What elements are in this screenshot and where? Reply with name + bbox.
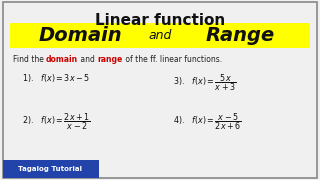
Text: 3).   $f(x) = \dfrac{5x}{x+3}$: 3). $f(x) = \dfrac{5x}{x+3}$ <box>173 72 236 93</box>
Text: of the ff. linear functions.: of the ff. linear functions. <box>123 55 222 64</box>
Text: range: range <box>97 55 123 64</box>
FancyBboxPatch shape <box>10 23 310 48</box>
Text: Linear function: Linear function <box>95 13 225 28</box>
Text: Tagalog Tutorial: Tagalog Tutorial <box>18 166 82 172</box>
Text: Domain: Domain <box>38 26 122 45</box>
Text: domain: domain <box>46 55 78 64</box>
Text: 4).   $f(x) = \dfrac{x-5}{2x+6}$: 4). $f(x) = \dfrac{x-5}{2x+6}$ <box>173 112 242 132</box>
Text: Find the: Find the <box>13 55 46 64</box>
Text: and: and <box>78 55 97 64</box>
Text: and: and <box>148 29 172 42</box>
Text: Range: Range <box>205 26 275 45</box>
Text: 1).   $f(x) = 3x - 5$: 1). $f(x) = 3x - 5$ <box>22 72 91 84</box>
Text: 2).   $f(x) = \dfrac{2x + 1}{x - 2}$: 2). $f(x) = \dfrac{2x + 1}{x - 2}$ <box>22 112 91 132</box>
FancyBboxPatch shape <box>3 160 99 178</box>
